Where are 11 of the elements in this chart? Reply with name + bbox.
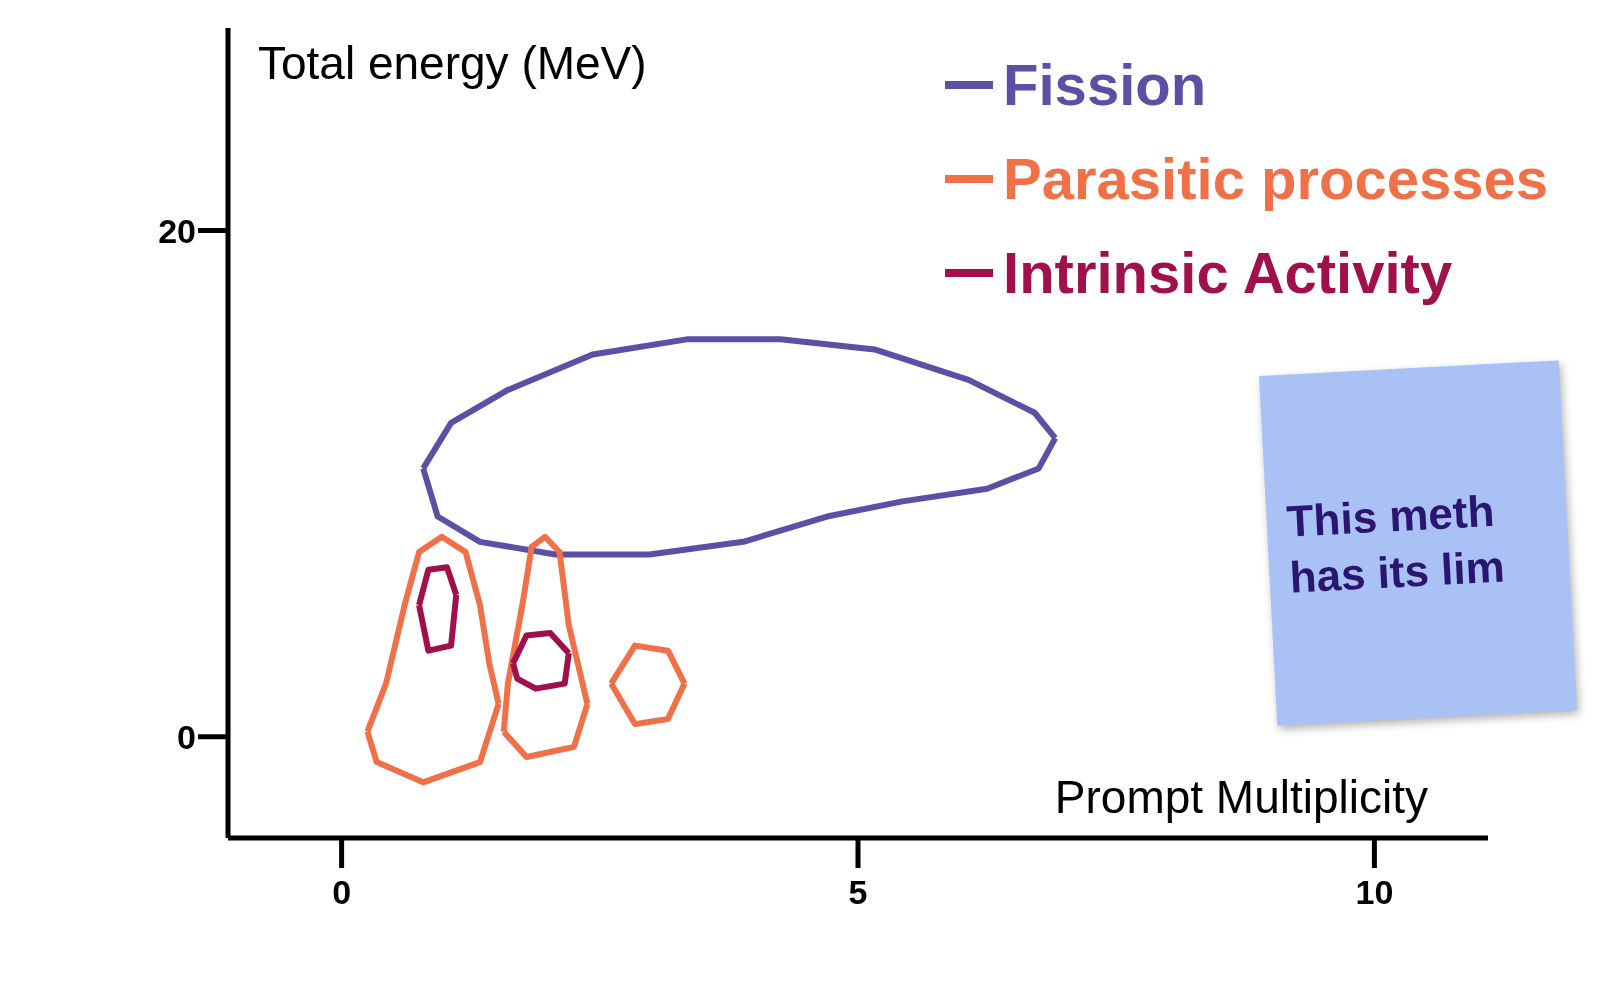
legend-label: Fission	[1003, 51, 1207, 119]
y-tick-label: 20	[158, 211, 196, 250]
x-tick-label: 10	[1355, 873, 1394, 912]
x-tick-label: 0	[332, 873, 352, 912]
sticky-note: This meth has its lim	[1259, 360, 1577, 726]
x-tick-label: 5	[848, 873, 868, 912]
legend-label: Parasitic processes	[1003, 145, 1548, 213]
y-axis-title: Total energy (MeV)	[258, 36, 647, 90]
x-axis-title: Prompt Multiplicity	[1054, 770, 1428, 824]
annotation: This meth has its lim	[1285, 485, 1507, 604]
legend-label: Intrinsic Activity	[1003, 239, 1453, 307]
